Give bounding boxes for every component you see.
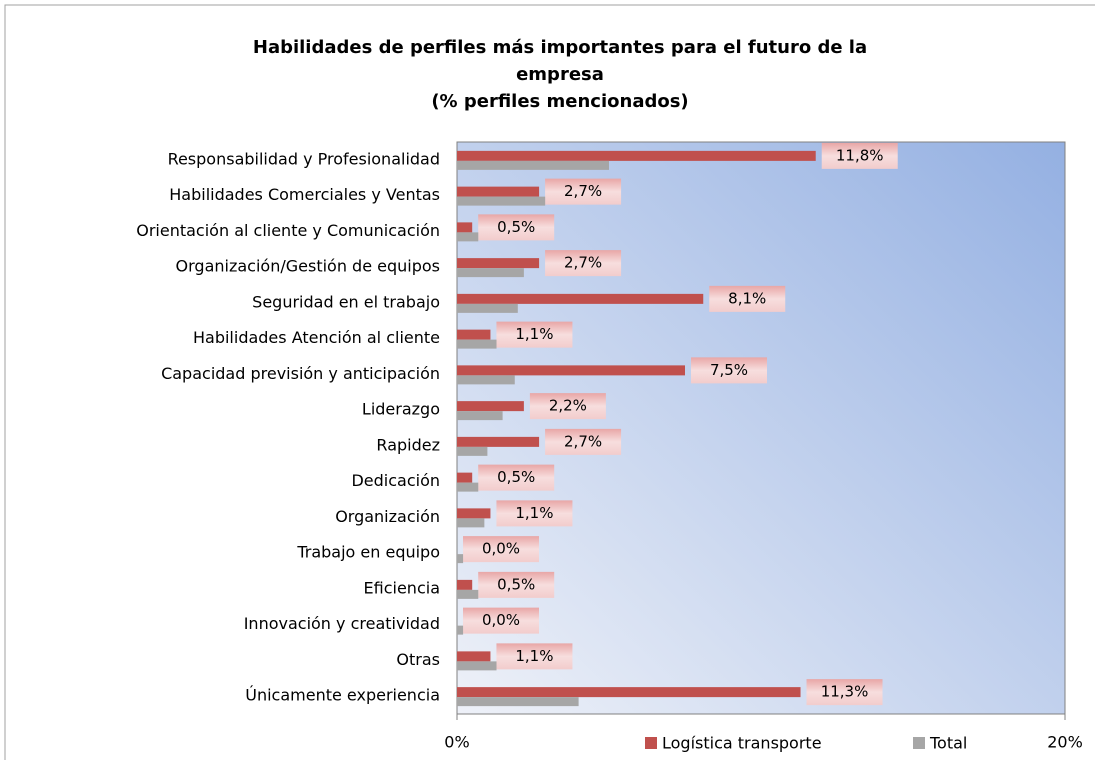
- plot-area: [456, 141, 1066, 715]
- data-label: 11,3%: [821, 683, 869, 701]
- data-label: 0,5%: [497, 468, 535, 486]
- y-tick-label: Eficiencia: [364, 578, 440, 597]
- bar: [457, 258, 540, 269]
- legend-label: Logística transporte: [662, 734, 822, 753]
- legend-swatch: [645, 737, 657, 749]
- bar: [457, 482, 479, 492]
- x-tick-label: 20%: [1047, 733, 1083, 752]
- bar: [457, 375, 515, 385]
- y-tick-label: Dedicación: [351, 471, 440, 490]
- bar: [457, 697, 579, 707]
- bar: [457, 411, 503, 421]
- x-tick-label: 0%: [444, 733, 469, 752]
- data-label-box: [478, 571, 555, 598]
- bar: [457, 625, 464, 635]
- y-tick-label: Innovación y creatividad: [244, 614, 440, 633]
- y-tick-label: Organización/Gestión de equipos: [176, 257, 440, 276]
- data-label: 0,0%: [482, 540, 520, 558]
- data-label: 1,1%: [515, 325, 553, 343]
- y-tick-label: Organización: [335, 507, 440, 526]
- chart-title: Habilidades de perfiles más importantes …: [253, 37, 867, 58]
- bar: [457, 687, 801, 698]
- legend-label: Total: [929, 734, 967, 753]
- bar: [457, 303, 518, 313]
- data-label: 0,5%: [497, 575, 535, 593]
- bar: [457, 589, 479, 599]
- data-label: 8,1%: [728, 289, 766, 307]
- chart-title: (% perfiles mencionados): [431, 91, 688, 112]
- data-label-box: [529, 393, 606, 420]
- bar: [457, 446, 488, 456]
- legend-swatch: [913, 737, 925, 749]
- data-label-box: [496, 643, 573, 670]
- data-label-box: [545, 428, 622, 455]
- data-label: 1,1%: [515, 504, 553, 522]
- bar: [457, 160, 609, 170]
- data-label-box: [463, 536, 539, 563]
- y-tick-label: Habilidades Comerciales y Ventas: [169, 185, 440, 204]
- data-label-box: [545, 178, 622, 205]
- chart-title: empresa: [516, 64, 604, 85]
- data-label-box: [691, 357, 767, 384]
- y-tick-label: Responsabilidad y Profesionalidad: [168, 149, 440, 168]
- y-tick-label: Otras: [396, 650, 440, 669]
- bar: [457, 329, 491, 340]
- bar: [457, 661, 497, 671]
- y-tick-label: Rapidez: [376, 435, 440, 454]
- bar: [457, 472, 473, 483]
- y-tick-label: Capacidad previsión y anticipación: [161, 364, 440, 383]
- bar: [457, 150, 816, 161]
- data-label-box: [806, 679, 883, 706]
- bar: [457, 293, 704, 304]
- data-label: 2,2%: [549, 397, 587, 415]
- bar: [457, 579, 473, 590]
- bar: [457, 186, 540, 197]
- bar: [457, 196, 546, 206]
- data-label-box: [463, 607, 539, 634]
- data-label-box: [545, 250, 622, 277]
- bar: [457, 365, 685, 376]
- bar: [457, 232, 479, 242]
- data-label: 1,1%: [515, 647, 553, 665]
- data-label-box: [478, 464, 555, 491]
- y-tick-label: Orientación al cliente y Comunicación: [136, 221, 440, 240]
- bar: [457, 436, 540, 447]
- data-label: 2,7%: [564, 432, 602, 450]
- data-label-box: [496, 500, 573, 527]
- y-tick-label: Trabajo en equipo: [296, 543, 440, 562]
- bar: [457, 222, 473, 233]
- bar: [457, 401, 524, 412]
- bar: [457, 339, 497, 349]
- bar: [457, 518, 485, 528]
- bar: [457, 508, 491, 519]
- y-tick-label: Únicamente experiencia: [245, 686, 440, 705]
- bar: [457, 651, 491, 662]
- y-tick-label: Habilidades Atención al cliente: [193, 328, 440, 347]
- data-label-box: [821, 142, 898, 169]
- data-label: 0,5%: [497, 218, 535, 236]
- bar: [457, 268, 524, 278]
- data-label: 11,8%: [836, 146, 884, 164]
- y-tick-label: Seguridad en el trabajo: [252, 292, 440, 311]
- data-label-box: [496, 321, 573, 348]
- data-label-box: [478, 214, 555, 241]
- data-label: 0,0%: [482, 611, 520, 629]
- data-label: 2,7%: [564, 254, 602, 272]
- data-label-box: [709, 285, 786, 312]
- bar: [457, 554, 464, 564]
- data-label: 2,7%: [564, 182, 602, 200]
- data-label: 7,5%: [710, 361, 748, 379]
- y-tick-label: Liderazgo: [362, 400, 440, 419]
